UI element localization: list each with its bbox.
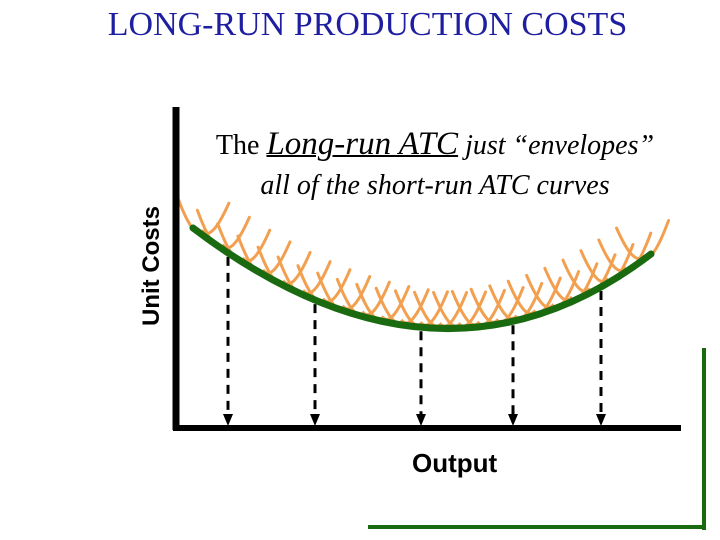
short-run-atc-curve [413,290,469,328]
short-run-atc-curve [355,282,411,321]
short-run-atc-curves [175,194,671,328]
short-run-atc-curve [506,276,562,315]
short-run-atc-curve [525,270,581,309]
short-run-atc-curve [469,285,525,324]
short-run-atc-curve [488,281,544,320]
short-run-atc-curve [561,253,617,293]
short-run-atc-curve [432,290,488,328]
caption-rest: just “envelopes” [458,130,655,161]
x-axis-label: Output [412,448,498,478]
dropline-arrowhead [223,414,233,426]
dropline-arrowhead [508,414,518,426]
dropline-arrowhead [596,414,606,426]
caption-line-2: all of the short-run ATC curves [260,170,610,201]
caption-emphasis: Long-run ATC [266,126,459,162]
caption-lead: The [215,130,267,161]
output-droplines [223,256,606,426]
short-run-atc-curve [393,289,449,327]
slide-title: LONG-RUN PRODUCTION COSTS [107,6,628,43]
caption-line-1: The Long-run ATC just “envelopes” [150,126,720,163]
dropline-arrowhead [416,414,426,426]
short-run-atc-curve [543,262,599,302]
short-run-atc-curve [374,286,430,325]
short-run-atc-curve [450,288,506,327]
dropline-arrowhead [310,414,320,426]
long-run-atc-curve [189,224,655,332]
